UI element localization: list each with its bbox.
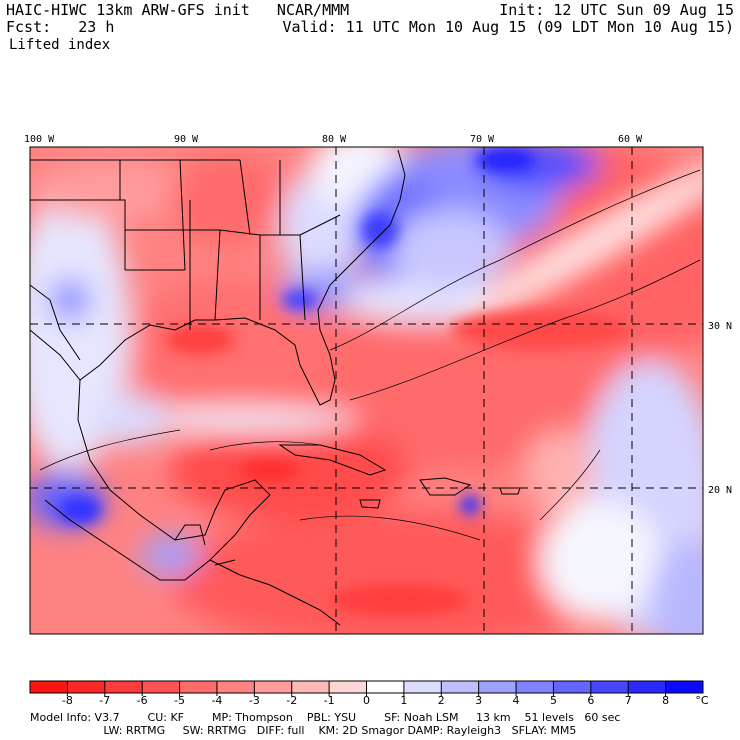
colorbar-swatch <box>366 681 405 693</box>
lon-label-80w: 80 W <box>322 134 347 145</box>
colorbar-tick-label: -1 <box>323 694 335 707</box>
colorbar-tick-label: -6 <box>136 694 148 707</box>
colorbar-swatch <box>216 681 255 693</box>
central-america-borders <box>174 524 236 566</box>
colorbar-tick-label: -4 <box>211 694 223 707</box>
colorbar-swatch <box>104 681 143 693</box>
model-info-line-1: Model Info: V3.7 CU: KF MP: Thompson PBL… <box>30 711 621 724</box>
colorbar-swatch <box>30 681 68 693</box>
colorbar-swatch <box>179 681 218 693</box>
us-mexico-border <box>30 284 81 361</box>
colorbar-tick-label: 2 <box>437 694 445 707</box>
us-state-borders <box>30 159 341 330</box>
mexico-coastline <box>44 379 271 581</box>
colorbar-swatch <box>291 681 330 693</box>
colorbar-swatch <box>478 681 517 693</box>
cuba-outline <box>278 444 387 476</box>
central-america-coastline <box>209 559 341 626</box>
colorbar <box>29 680 704 696</box>
colorbar-swatch <box>403 681 442 693</box>
jamaica-outline <box>359 499 381 509</box>
colorbar-tick-label: -7 <box>99 694 111 707</box>
map-frame <box>29 146 704 635</box>
lifted-index-field <box>30 147 703 634</box>
colorbar-swatch <box>628 681 667 693</box>
coastlines-and-borders <box>30 149 701 626</box>
colorbar-swatch <box>441 681 480 693</box>
lat-lon-grid <box>30 147 703 634</box>
contour-lines-sample <box>39 169 701 541</box>
colorbar-tick-label: 7 <box>624 694 632 707</box>
colorbar-tick-label: 1 <box>400 694 408 707</box>
model-info-line-2: LW: RRTMG SW: RRTMG DIFF: full KM: 2D Sm… <box>30 724 577 737</box>
lat-label-30n: 30 N <box>708 321 733 332</box>
colorbar-unit: °C <box>695 694 709 707</box>
valid-time: Valid: 11 UTC Mon 10 Aug 15 (09 LDT Mon … <box>282 18 734 36</box>
colorbar-tick-label: 8 <box>662 694 670 707</box>
lat-label-20n: 20 N <box>708 485 733 496</box>
colorbar-tick-label: 0 <box>363 694 370 707</box>
colorbar-swatch <box>665 681 704 693</box>
colorbar-swatch <box>553 681 592 693</box>
colorbar-tick-label: 4 <box>512 694 520 707</box>
colorbar-swatch <box>329 681 367 693</box>
us-gulf-east-coastline <box>30 149 406 406</box>
colorbar-swatch <box>516 681 554 693</box>
colorbar-tick-label: -3 <box>248 694 260 707</box>
init-time: Init: 12 UTC Sun 09 Aug 15 <box>499 1 734 19</box>
colorbar-tick-label: 6 <box>587 694 595 707</box>
lon-label-100w: 100 W <box>24 134 55 145</box>
colorbar-tick-label: -8 <box>61 694 73 707</box>
colorbar-tick-label: -2 <box>286 694 298 707</box>
model-title: HAIC-HIWC 13km ARW-GFS init NCAR/MMM <box>6 1 350 19</box>
colorbar-swatch <box>254 681 293 693</box>
colorbar-tick-label: -5 <box>174 694 186 707</box>
colorbar-swatch <box>590 681 629 693</box>
lon-label-70w: 70 W <box>470 134 495 145</box>
colorbar-tick-label: 5 <box>549 694 557 707</box>
lon-label-90w: 90 W <box>174 134 199 145</box>
lon-label-60w: 60 W <box>618 134 643 145</box>
colorbar-tick-label: 3 <box>475 694 483 707</box>
field-name: Lifted index <box>9 37 111 53</box>
forecast-hour: Fcst: 23 h <box>6 18 115 36</box>
colorbar-swatch <box>67 681 106 693</box>
hispaniola-outline <box>419 477 472 496</box>
colorbar-swatch <box>142 681 181 693</box>
